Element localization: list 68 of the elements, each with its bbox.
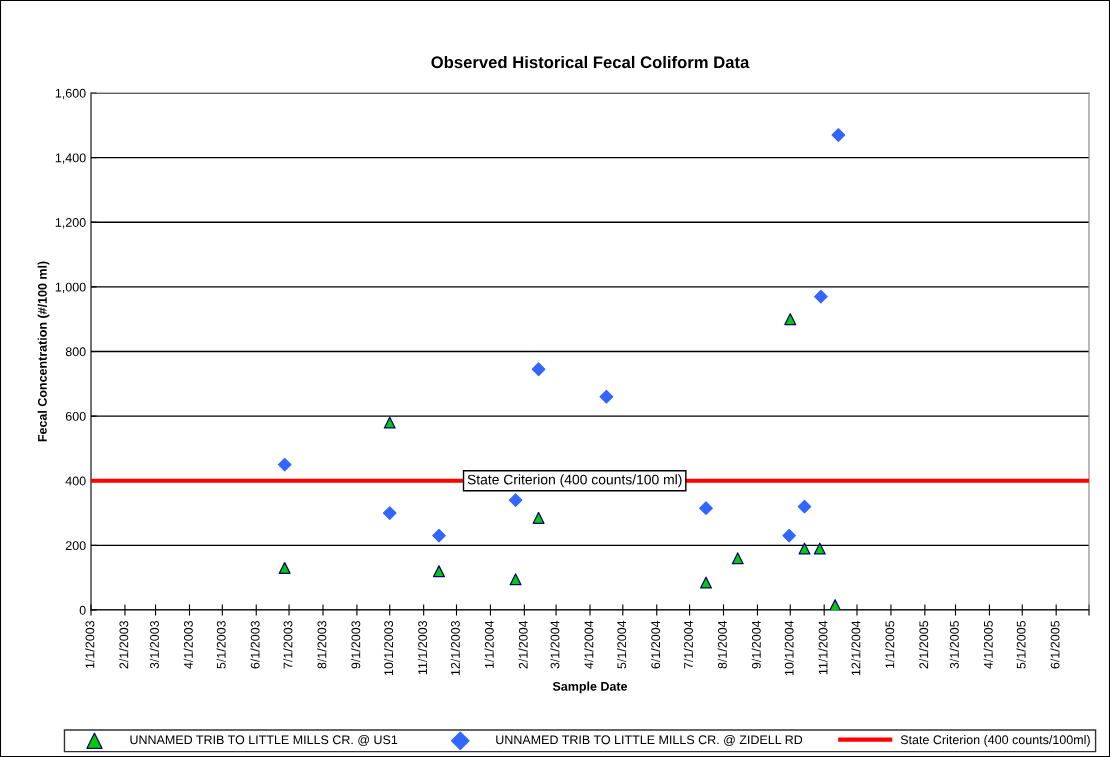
x-tick-label: 6/1/2005: [1050, 620, 1060, 669]
point: [731, 552, 744, 565]
x-tick-label: 5/1/2004: [617, 620, 627, 669]
y-tick-label: 1,000: [55, 282, 86, 293]
point: [782, 528, 796, 543]
x-tick-label: 11/1/2003: [417, 620, 428, 675]
point: [509, 573, 522, 586]
legend-label: UNNAMED TRIB TO LITTLE MILLS CR. @ US1: [130, 734, 398, 746]
x-tick-label: 10/1/2004: [784, 620, 794, 676]
y-tick-label: 600: [65, 411, 86, 421]
x-tick-label: 4/1/2003: [183, 620, 193, 669]
point: [532, 511, 545, 524]
point: [829, 599, 842, 610]
x-tick-label: 1/1/2005: [885, 620, 895, 669]
x-tick-label: 7/1/2003: [283, 620, 293, 669]
point: [383, 416, 396, 429]
x-axis-title: Sample Date: [552, 681, 628, 694]
y-axis-title: Fecal Concentration (#/100 ml): [37, 261, 50, 442]
point: [278, 561, 291, 574]
point: [277, 457, 292, 472]
y-tick-label: 1,200: [55, 218, 86, 229]
point: [508, 493, 523, 507]
x-tick-label: 5/1/2003: [216, 620, 226, 669]
point: [798, 542, 811, 555]
x-tick-label: 2/1/2004: [518, 620, 528, 669]
y-tick-label: 200: [65, 541, 86, 551]
x-tick-label: 3/1/2003: [149, 620, 159, 669]
chart-title: Observed Historical Fecal Coliform Data: [431, 55, 750, 69]
legend-label: State Criterion (400 counts/100ml): [900, 734, 1090, 747]
x-tick-label: 9/1/2003: [351, 620, 361, 669]
x-tick-label: 12/1/2003: [450, 620, 460, 676]
x-tick-label: 4/1/2005: [983, 620, 993, 669]
point: [784, 313, 797, 326]
x-tick-label: 1/1/2004: [484, 620, 494, 669]
x-tick-label: 11/1/2004: [818, 620, 828, 675]
x-tick-label: 8/1/2004: [717, 620, 727, 669]
point: [831, 128, 846, 142]
x-tick-label: 7/1/2004: [683, 620, 693, 669]
point: [599, 389, 614, 404]
point: [699, 576, 712, 589]
x-tick-label: 4/1/2004: [584, 620, 594, 669]
x-tick-label: 3/1/2004: [550, 620, 560, 669]
y-tick-label: 1,400: [55, 153, 86, 164]
x-tick-label: 5/1/2005: [1016, 620, 1026, 669]
point: [814, 289, 828, 304]
x-tick-label: 2/1/2003: [119, 620, 129, 669]
y-tick-label: 0: [79, 605, 86, 615]
point: [432, 528, 446, 543]
point: [797, 499, 812, 514]
x-tick-label: 1/1/2003: [85, 620, 95, 669]
point: [432, 565, 445, 578]
x-tick-label: 10/1/2003: [383, 620, 394, 676]
point: [531, 362, 546, 377]
point: [382, 506, 397, 520]
point: [699, 501, 713, 516]
annotation: State Criterion (400 counts/100 ml): [467, 474, 682, 488]
x-tick-label: 8/1/2003: [317, 620, 327, 669]
point: [813, 542, 826, 555]
y-tick-label: 1,600: [55, 88, 86, 100]
x-tick-label: 6/1/2003: [250, 620, 260, 669]
x-tick-label: 6/1/2004: [650, 620, 661, 669]
x-tick-label: 9/1/2004: [751, 620, 761, 669]
y-tick-label: 400: [65, 476, 86, 486]
x-tick-label: 12/1/2004: [851, 620, 861, 676]
x-tick-label: 2/1/2005: [919, 620, 929, 669]
x-tick-label: 3/1/2005: [949, 620, 959, 669]
legend-label: UNNAMED TRIB TO LITTLE MILLS CR. @ ZIDELL RD: [496, 734, 803, 746]
y-tick-label: 800: [65, 347, 86, 357]
